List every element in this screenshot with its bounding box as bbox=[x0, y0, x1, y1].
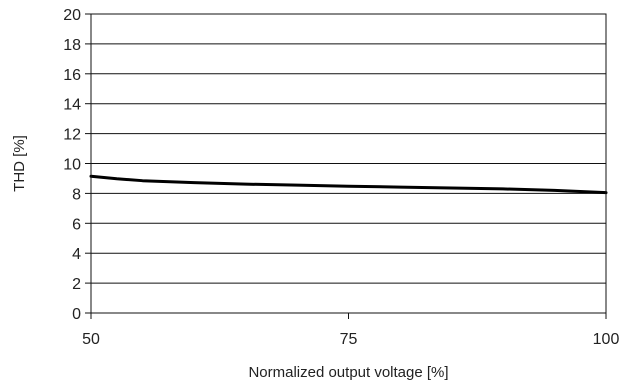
y-tick-label-4: 4 bbox=[72, 246, 81, 263]
y-tick-labels: 0 2 4 6 8 10 12 14 16 18 20 bbox=[63, 7, 81, 323]
x-tick-marks bbox=[90, 313, 607, 319]
y-tick-label-2: 2 bbox=[72, 276, 81, 293]
y-axis-label: THD [%] bbox=[11, 135, 28, 192]
y-tick-label-8: 8 bbox=[72, 186, 81, 203]
y-tick-label-16: 16 bbox=[63, 67, 81, 84]
x-tick-label-75: 75 bbox=[340, 331, 358, 348]
x-tick-label-100: 100 bbox=[593, 331, 620, 348]
y-tick-label-10: 10 bbox=[63, 157, 81, 174]
plot-frame bbox=[90, 13, 607, 314]
y-tick-label-14: 14 bbox=[63, 97, 81, 114]
y-tick-label-6: 6 bbox=[72, 216, 81, 233]
series-layer bbox=[89, 174, 608, 195]
y-tick-label-20: 20 bbox=[63, 7, 81, 24]
y-tick-label-18: 18 bbox=[63, 37, 81, 54]
x-axis-label: Normalized output voltage [%] bbox=[248, 364, 448, 381]
y-tick-label-0: 0 bbox=[72, 306, 81, 323]
grid-lines bbox=[91, 43, 606, 284]
series-line-0 bbox=[89, 174, 608, 195]
y-tick-marks bbox=[85, 13, 91, 314]
x-tick-labels: 50 75 100 bbox=[82, 331, 619, 348]
y-tick-label-12: 12 bbox=[63, 127, 81, 144]
x-tick-label-50: 50 bbox=[82, 331, 100, 348]
